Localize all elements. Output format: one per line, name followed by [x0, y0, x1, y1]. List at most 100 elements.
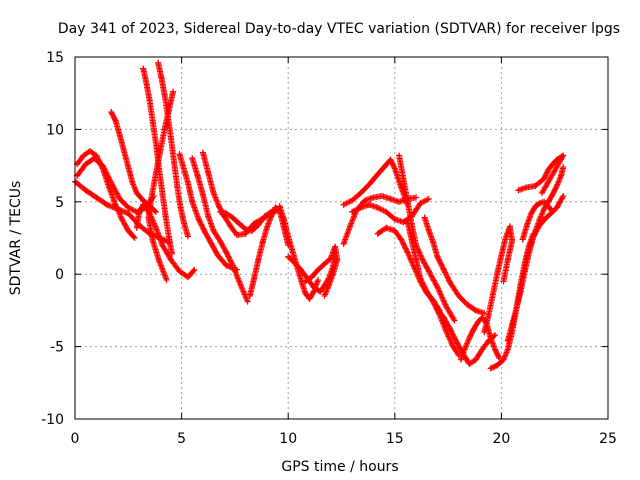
data-point — [171, 159, 178, 166]
data-point — [449, 342, 456, 349]
data-point — [208, 240, 215, 247]
data-point — [440, 314, 447, 321]
data-point — [536, 216, 543, 223]
data-point — [199, 191, 206, 198]
data-point — [434, 253, 441, 260]
trace-marker — [450, 332, 457, 339]
trace-marker — [471, 306, 478, 313]
trace-marker — [433, 281, 440, 288]
trace-marker — [421, 283, 428, 290]
data-point — [251, 275, 258, 282]
data-point — [464, 301, 471, 308]
trace-marker — [190, 267, 197, 274]
data-point — [325, 282, 332, 289]
trace-marker — [132, 185, 139, 192]
trace-marker — [407, 256, 414, 263]
trace-marker — [452, 336, 459, 343]
trace-marker — [233, 272, 240, 279]
trace-marker — [218, 240, 225, 247]
data-point — [472, 307, 479, 314]
data-point — [205, 169, 212, 176]
data-point — [140, 201, 147, 208]
trace-marker — [559, 194, 566, 201]
data-point — [140, 65, 147, 72]
x-tick-label: 25 — [599, 431, 617, 447]
data-point — [541, 206, 548, 213]
data-point — [387, 156, 394, 163]
trace-marker — [416, 250, 423, 257]
data-point — [413, 194, 420, 201]
trace-marker — [423, 264, 430, 271]
trace-marker — [104, 173, 111, 180]
trace-marker — [539, 188, 546, 195]
data-point — [129, 179, 136, 186]
data-point — [112, 117, 119, 124]
trace-marker — [147, 211, 154, 218]
trace-marker — [350, 214, 357, 221]
trace-marker — [123, 223, 130, 230]
trace-marker — [418, 199, 425, 206]
trace-marker — [129, 206, 136, 213]
trace-marker — [198, 221, 205, 228]
data-point — [116, 195, 123, 202]
data-point — [285, 253, 292, 260]
data-point — [165, 233, 172, 240]
data-point — [242, 226, 249, 233]
trace-marker — [209, 243, 216, 250]
data-point — [504, 256, 511, 263]
trace-marker — [200, 226, 207, 233]
trace-marker — [401, 242, 408, 249]
data-point — [191, 266, 198, 273]
data-point — [155, 59, 162, 66]
series-arc-4 — [108, 109, 160, 215]
data-point — [229, 262, 236, 269]
trace-marker — [417, 252, 424, 259]
trace-marker — [121, 220, 128, 227]
trace-marker — [437, 291, 444, 298]
data-point — [479, 314, 486, 321]
trace-marker — [151, 220, 158, 227]
trace-marker — [442, 317, 449, 324]
trace-marker — [445, 323, 452, 330]
series-arc-7 — [145, 88, 177, 283]
trace-marker — [348, 219, 355, 226]
trace-marker — [130, 182, 137, 189]
trace-marker — [151, 207, 158, 214]
trace-marker — [430, 276, 437, 283]
trace-marker — [445, 277, 452, 284]
trace-marker — [210, 244, 217, 251]
data-point — [513, 305, 520, 312]
y-tick-label: 10 — [46, 122, 64, 138]
trace-marker — [555, 202, 562, 209]
data-point — [210, 227, 217, 234]
trace-marker — [418, 276, 425, 283]
trace-marker — [212, 195, 219, 202]
data-point — [479, 346, 486, 353]
data-point — [165, 107, 172, 114]
series-arc-31 — [515, 152, 567, 197]
trace-marker — [421, 198, 428, 205]
trace-marker — [403, 246, 410, 253]
y-axis-label: SDTVAR / TECUs — [8, 181, 24, 296]
trace-marker — [435, 287, 442, 294]
series-arc-25 — [457, 314, 503, 363]
trace-marker — [503, 349, 510, 356]
data-point — [184, 179, 191, 186]
data-point — [457, 356, 464, 363]
trace-marker — [235, 276, 242, 283]
trace-marker — [431, 278, 438, 285]
trace-marker — [465, 336, 472, 343]
data-point — [549, 191, 556, 198]
trace-marker — [435, 256, 442, 263]
trace-marker — [152, 223, 159, 230]
data-point — [532, 182, 539, 189]
trace-marker — [240, 288, 247, 295]
data-point — [205, 213, 212, 220]
data-point — [519, 236, 526, 243]
trace-marker — [109, 182, 116, 189]
trace-marker — [555, 200, 562, 207]
trace-marker — [201, 227, 208, 234]
data-point — [528, 240, 535, 247]
trace-marker — [204, 233, 211, 240]
trace-marker — [418, 255, 425, 262]
